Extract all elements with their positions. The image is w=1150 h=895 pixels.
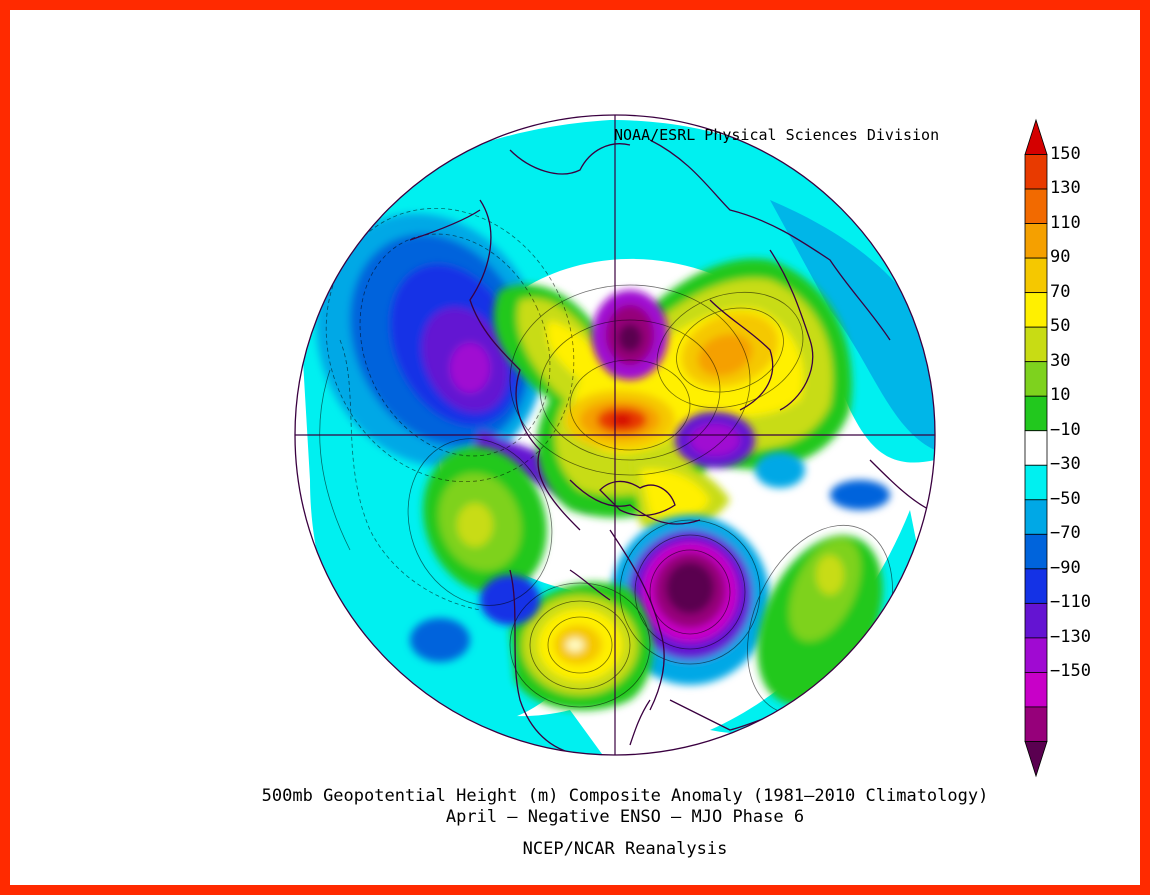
colorbar-tick-label: 10: [1050, 385, 1071, 406]
contour-lines: [319, 207, 893, 716]
canada-ridge: [630, 457, 730, 532]
colorbar-swatch: [1024, 292, 1048, 328]
coastlines: [409, 139, 931, 755]
colorbar-tick-label: −90: [1050, 557, 1081, 578]
colorbar-swatch: [1024, 672, 1048, 708]
colorbar-tick-label: −30: [1050, 454, 1081, 475]
colorbar-swatch: [1024, 464, 1048, 501]
colorbar-swatch: [1024, 326, 1048, 363]
caption-source: NCEP/NCAR Reanalysis: [522, 839, 728, 859]
colorbar-tick-label: −10: [1050, 419, 1081, 440]
colorbar-tick-label: −150: [1050, 661, 1091, 682]
colorbar-tick-label: 70: [1050, 281, 1071, 302]
polar-map: [294, 114, 1048, 778]
colorbar-swatch: [1024, 706, 1048, 742]
colorbar-swatch: [1024, 361, 1048, 397]
south-ridge: [510, 582, 653, 711]
map-boundary: [294, 114, 936, 756]
colorbar-swatch: [1024, 533, 1048, 570]
caption-subtitle: April – Negative ENSO – MJO Phase 6: [445, 807, 805, 827]
colorbar-swatch: [1024, 223, 1048, 259]
colorbar-swatch: [1024, 741, 1048, 778]
colorbar-swatch: [1024, 395, 1048, 432]
colorbar-tick-label: 30: [1050, 350, 1071, 371]
colorbar-swatch: [1024, 188, 1048, 224]
credit-label: NOAA/ESRL Physical Sciences Division: [614, 126, 940, 144]
colorbar-swatch: [1024, 154, 1048, 190]
colorbar-tick-label: 110: [1050, 212, 1081, 233]
figure-frame: NOAA/ESRL Physical Sciences Division 150…: [10, 10, 1140, 885]
colorbar-tick-label: 50: [1050, 316, 1071, 337]
caption-title: 500mb Geopotential Height (m) Composite …: [261, 786, 989, 806]
colorbar-swatch: [1024, 430, 1048, 466]
colorbar-swatch: [1024, 568, 1048, 604]
colorbar-swatch: [1024, 118, 1048, 155]
colorbar-tick-label: −110: [1050, 592, 1091, 613]
minor-lows: [410, 452, 890, 662]
colorbar-tick-label: −70: [1050, 523, 1081, 544]
anomaly-field: [295, 115, 935, 755]
colorbar-tick-label: −130: [1050, 626, 1091, 647]
colorbar-tick-label: 150: [1050, 143, 1081, 164]
colorbar: [1024, 118, 1048, 778]
colorbar-swatch: [1024, 637, 1048, 673]
colorbar-tick-label: 130: [1050, 178, 1081, 199]
asia-ridge: [423, 446, 547, 594]
colorbar-swatch: [1024, 499, 1048, 535]
colorbar-swatch: [1024, 257, 1048, 294]
colorbar-swatch: [1024, 602, 1048, 639]
colorbar-tick-label: −50: [1050, 488, 1081, 509]
colorbar-tick-label: 90: [1050, 247, 1071, 268]
